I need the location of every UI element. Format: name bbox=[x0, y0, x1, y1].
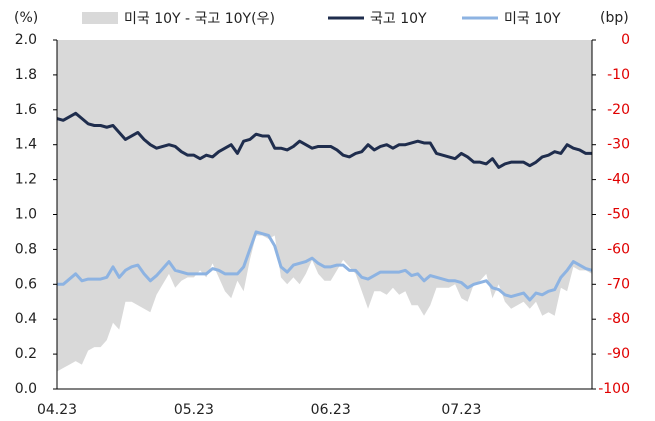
y2-tick-label: -40 bbox=[607, 172, 630, 188]
legend-swatch bbox=[82, 12, 118, 24]
series-line bbox=[56, 111, 592, 169]
x-tick-label: 05.23 bbox=[174, 402, 214, 418]
y-tick-label: 0.2 bbox=[15, 346, 37, 362]
legend-label: 미국 10Y bbox=[504, 11, 561, 27]
y2-axis-label: (bp) bbox=[600, 10, 629, 26]
spread-area bbox=[57, 40, 592, 372]
y2-tick-label: -80 bbox=[607, 311, 630, 327]
legend-label: 미국 10Y - 국고 10Y(우) bbox=[124, 11, 275, 27]
y-tick-label: 1.8 bbox=[15, 67, 37, 83]
series-line bbox=[57, 230, 593, 302]
x-tick-label: 04.23 bbox=[37, 402, 77, 418]
y2-tick-label: 0 bbox=[621, 32, 630, 48]
y2-tick-label: -30 bbox=[607, 137, 630, 153]
y2-tick-label: -70 bbox=[607, 276, 630, 292]
y2-tick-label: -20 bbox=[607, 102, 630, 118]
y2-tick-label: -100 bbox=[598, 381, 630, 397]
y-tick-label: 1.0 bbox=[15, 207, 37, 223]
y-tick-label: 0.4 bbox=[15, 311, 37, 327]
y2-tick-label: -10 bbox=[607, 67, 630, 83]
x-tick-label: 06.23 bbox=[311, 402, 351, 418]
y-tick-label: 0.8 bbox=[15, 241, 37, 257]
y-tick-label: 1.2 bbox=[15, 172, 37, 188]
y2-tick-label: -90 bbox=[607, 346, 630, 362]
y2-tick-label: -50 bbox=[607, 207, 630, 223]
y-tick-label: 0.6 bbox=[15, 276, 37, 292]
y-tick-label: 1.6 bbox=[15, 102, 37, 118]
y-axis-label: (%) bbox=[14, 10, 38, 26]
y-tick-label: 1.4 bbox=[15, 137, 37, 153]
y-tick-label: 2.0 bbox=[15, 32, 37, 48]
x-tick-label: 07.23 bbox=[441, 402, 481, 418]
y2-tick-label: -60 bbox=[607, 241, 630, 257]
legend-label: 국고 10Y bbox=[370, 11, 427, 27]
y-tick-label: 0.0 bbox=[15, 381, 37, 397]
